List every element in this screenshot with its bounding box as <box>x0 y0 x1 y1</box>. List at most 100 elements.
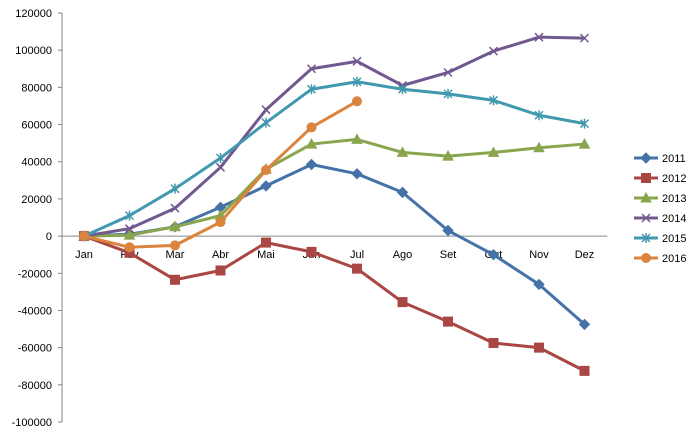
data-point-2015 <box>443 88 453 99</box>
series-2015 <box>79 76 590 242</box>
data-point-2013 <box>578 138 591 149</box>
data-point-2013 <box>533 141 545 153</box>
data-point-2013 <box>487 146 500 157</box>
series-line-2011 <box>83 163 586 326</box>
data-point-2014 <box>534 32 544 42</box>
data-point-2014 <box>306 64 317 74</box>
y-tick-label: -100000 <box>12 417 52 429</box>
data-point-2011 <box>578 318 591 331</box>
data-point-2015 <box>397 84 408 95</box>
series-2012 <box>79 231 590 376</box>
x-tick-label: Jul <box>350 249 364 261</box>
data-point-2012 <box>170 274 180 285</box>
legend-label: 2015 <box>662 233 686 245</box>
axes: -100000 -80000 -60000 -40000 -20000 0 20000 400… <box>12 8 608 429</box>
data-point-2011 <box>396 186 409 199</box>
data-point-2015 <box>579 118 590 129</box>
x-tick-label: Abr <box>212 249 229 261</box>
data-point-2012 <box>579 365 590 376</box>
legend-item-2016: 2016 <box>634 253 686 265</box>
data-point-2014 <box>352 56 362 66</box>
y-tick-label: 100000 <box>15 45 52 57</box>
data-point-2012 <box>397 297 408 308</box>
data-point-2012 <box>215 265 226 276</box>
y-tick-label: 80000 <box>21 82 52 94</box>
legend: 2011 2012 2013 2014 2015 2016 <box>634 152 686 265</box>
data-point-2012 <box>488 337 499 348</box>
legend-marker <box>641 253 651 263</box>
data-point-2012 <box>306 246 317 257</box>
series-line-2012 <box>83 234 586 373</box>
data-point-2012 <box>443 316 453 327</box>
x-tick-label: Mai <box>257 249 275 261</box>
y-tick-label: 40000 <box>21 157 52 169</box>
legend-item-2014: 2014 <box>634 213 686 225</box>
data-point-2015 <box>488 95 499 106</box>
y-tick-label: 0 <box>46 231 52 243</box>
x-tick-label: Jan <box>75 249 93 261</box>
legend-marker <box>640 191 652 203</box>
data-point-2014 <box>488 46 499 56</box>
data-point-2016 <box>79 231 89 242</box>
data-point-2012 <box>261 237 271 248</box>
data-point-2015 <box>352 76 362 87</box>
data-point-2013 <box>169 220 181 232</box>
series-line-2015 <box>83 80 585 238</box>
data-point-2015 <box>215 153 226 164</box>
data-point-2014 <box>215 162 226 172</box>
data-point-2011 <box>351 168 363 180</box>
data-point-2011 <box>533 278 545 291</box>
legend-label: 2011 <box>662 153 686 165</box>
series-2014 <box>79 32 590 241</box>
data-point-2016 <box>352 96 362 107</box>
y-tick-label: -80000 <box>18 380 52 392</box>
x-tick-label: Set <box>440 249 457 261</box>
legend-item-2013: 2013 <box>634 191 686 205</box>
legend-marker <box>640 152 652 164</box>
legend-label: 2013 <box>662 193 686 205</box>
x-tick-label: Nov <box>529 249 549 261</box>
legend-label: 2016 <box>662 253 686 265</box>
data-point-2015 <box>261 117 271 128</box>
legend-label: 2012 <box>662 173 686 185</box>
data-point-2016 <box>306 122 317 133</box>
legend-marker <box>641 213 651 223</box>
x-tick-label: Mar <box>166 249 185 261</box>
data-point-2012 <box>352 263 362 274</box>
y-tick-label: -20000 <box>18 268 52 280</box>
data-point-2016 <box>170 240 180 251</box>
data-point-2013 <box>305 138 318 149</box>
legend-item-2011: 2011 <box>634 152 686 165</box>
data-point-2014 <box>579 33 590 43</box>
data-point-2015 <box>170 183 180 194</box>
data-point-2013 <box>351 133 363 144</box>
legend-label: 2014 <box>662 213 686 225</box>
data-point-2011 <box>487 248 500 261</box>
data-point-2011 <box>260 180 272 192</box>
data-point-2011 <box>305 158 318 171</box>
series-2016 <box>79 96 362 253</box>
series-2011 <box>78 158 591 331</box>
y-tick-label: 120000 <box>15 8 52 20</box>
y-tick-label: -40000 <box>18 305 52 317</box>
series-line-2013 <box>83 137 585 238</box>
y-tick-label: -60000 <box>18 343 52 355</box>
legend-marker <box>641 173 651 183</box>
data-point-2016 <box>124 242 135 253</box>
series-2013 <box>78 133 591 241</box>
series-line-2014 <box>83 35 585 238</box>
data-point-2015 <box>306 84 317 95</box>
x-tick-label: Dez <box>575 249 595 261</box>
series-group <box>78 32 591 376</box>
data-point-2012 <box>534 342 544 353</box>
data-point-2013 <box>442 150 454 161</box>
data-point-2014 <box>124 224 135 234</box>
data-point-2014 <box>170 203 180 213</box>
data-point-2016 <box>215 217 226 228</box>
data-point-2013 <box>396 146 409 157</box>
legend-marker <box>641 233 651 243</box>
y-tick-label: 20000 <box>21 194 52 206</box>
data-point-2011 <box>442 224 454 237</box>
